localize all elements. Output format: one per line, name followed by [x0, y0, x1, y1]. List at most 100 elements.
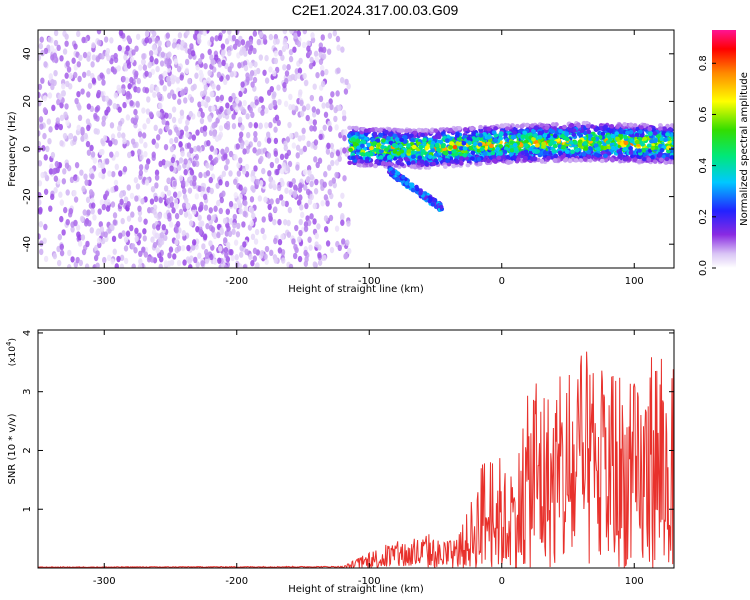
heatmap-cell [306, 103, 311, 110]
heatmap-cell [136, 148, 142, 156]
heatmap-cell [171, 106, 177, 113]
heatmap-cell [202, 233, 208, 241]
heatmap-cell [585, 123, 591, 129]
heatmap-cell [328, 125, 333, 132]
heatmap-cell [181, 230, 187, 237]
heatmap-cell [515, 157, 521, 162]
heatmap-cell [217, 61, 223, 68]
heatmap-cell [218, 125, 224, 132]
heatmap-cell [109, 37, 114, 44]
heatmap-cell [234, 254, 239, 261]
heatmap-cell [275, 197, 280, 205]
snr-x-label: Height of straight line (km) [288, 584, 424, 595]
heatmap-cell [185, 30, 190, 36]
heatmap-cell [113, 92, 119, 99]
heatmap-cell [268, 66, 273, 73]
heatmap-cell [127, 83, 132, 90]
heatmap-cell [202, 125, 208, 132]
heatmap-cell [586, 154, 592, 159]
heatmap-cell [143, 141, 148, 149]
heatmap-cell [249, 207, 255, 214]
heatmap-cell [117, 106, 122, 113]
heatmap-cell [187, 77, 192, 85]
heatmap-cell [106, 68, 111, 75]
heatmap-cell [454, 133, 460, 138]
heatmap-cell [319, 64, 325, 72]
heatmap-cell [336, 44, 341, 51]
heatmap-cell [45, 145, 50, 153]
heatmap-cell [106, 106, 111, 113]
heatmap-cell [233, 154, 238, 161]
heatmap-cell [222, 237, 228, 244]
heatmap-cell [340, 192, 345, 199]
heatmap-cell [163, 143, 169, 151]
heatmap-cell [515, 123, 520, 129]
heatmap-cell [76, 90, 81, 98]
heatmap-cell [200, 186, 205, 193]
heatmap-cell [149, 83, 155, 91]
heatmap-cell [312, 119, 317, 126]
heatmap-cell [266, 137, 272, 144]
heatmap-cell [340, 46, 345, 53]
heatmap-cell [512, 142, 518, 148]
heatmap-cell [297, 236, 302, 243]
heatmap-cell [310, 36, 316, 44]
heatmap-cell [208, 240, 213, 247]
heatmap-cell [541, 141, 546, 147]
heatmap-cell [163, 185, 169, 192]
heatmap-cell [375, 148, 381, 154]
heatmap-cell [316, 223, 321, 230]
heatmap-cell [116, 65, 121, 72]
heatmap-cell [68, 72, 74, 80]
heatmap-cell [183, 97, 188, 104]
heatmap-cell [169, 138, 174, 145]
heatmap-cell [342, 147, 347, 154]
heatmap-cell [64, 33, 69, 40]
heatmap-cell [458, 161, 464, 166]
x-tick-label: 0 [499, 576, 505, 587]
heatmap-cell [298, 229, 303, 237]
heatmap-cell [156, 91, 162, 99]
heatmap-cell [144, 30, 150, 37]
heatmap-cell [331, 177, 336, 184]
heatmap-cell [195, 64, 200, 71]
heatmap-cell [256, 38, 262, 46]
heatmap-cell [275, 168, 280, 176]
heatmap-cell [330, 91, 335, 98]
heatmap-cell [260, 109, 265, 116]
heatmap-cell [468, 145, 474, 151]
heatmap-cell [56, 98, 61, 106]
heatmap-cell [155, 86, 160, 93]
heatmap-cell [104, 190, 110, 197]
heatmap-cell [637, 148, 642, 153]
heatmap-cell [58, 93, 63, 100]
heatmap-cell [309, 180, 314, 188]
heatmap-cell [148, 50, 154, 57]
heatmap-cell [399, 162, 405, 167]
heatmap-cell [206, 214, 212, 221]
heatmap-cell [175, 233, 181, 240]
heatmap-cell [268, 33, 274, 41]
heatmap-cell [238, 193, 243, 200]
heatmap-cell [317, 251, 322, 259]
heatmap-cell [307, 236, 312, 243]
heatmap-cell [309, 174, 315, 181]
heatmap-cell [173, 136, 179, 144]
heatmap-cell [252, 247, 258, 255]
heatmap-cell [341, 238, 346, 245]
heatmap-cell [180, 150, 185, 157]
heatmap-cell [634, 139, 640, 145]
heatmap-cell [578, 158, 584, 163]
heatmap-cell [327, 32, 333, 39]
heatmap-cell [222, 78, 228, 86]
heatmap-cell [342, 134, 347, 142]
heatmap-cell [486, 127, 492, 132]
heatmap-cell [78, 54, 83, 62]
colorbar-ticks: 0.0 0.2 0.4 0.6 0.8 [698, 55, 716, 276]
heatmap-cell [142, 64, 148, 71]
heatmap-cell [146, 96, 151, 103]
heatmap-cell [235, 97, 240, 104]
heatmap-cell [113, 52, 118, 60]
page-title: C2E1.2024.317.00.03.G09 [291, 2, 459, 18]
heatmap-cell [244, 248, 249, 256]
